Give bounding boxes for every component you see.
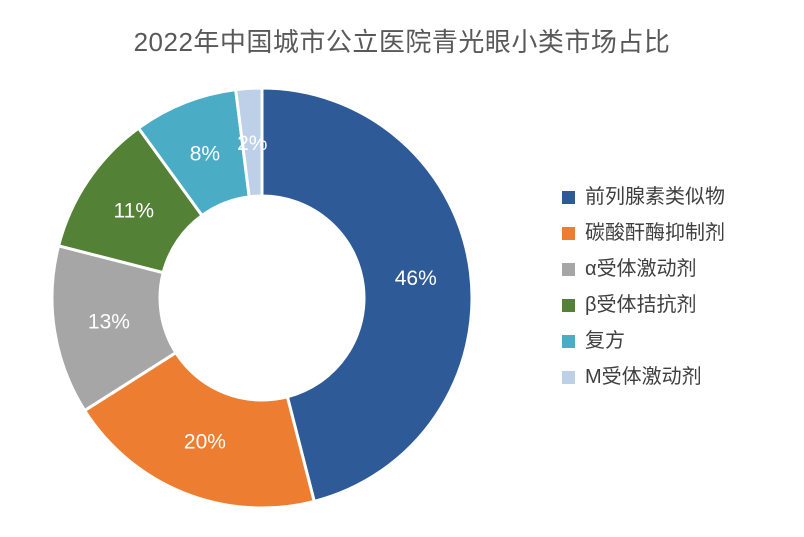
slice-label-1: 20% [184,431,226,454]
legend-label-0: 前列腺素类似物 [585,186,725,208]
slice-label-4: 8% [190,142,220,165]
pie-slice-0 [260,86,474,503]
legend-item-0: 前列腺素类似物 [562,186,725,208]
chart-title: 2022年中国城市公立医院青光眼小类市场占比 [133,27,671,57]
slice-label-2: 13% [88,311,130,334]
legend-label-1: 碳酸酐酶抑制剂 [585,222,725,244]
legend-swatch-1 [562,226,575,240]
legend: 前列腺素类似物 碳酸酐酶抑制剂 α受体激动剂 β受体拮抗剂 复方 M受体激动剂 [562,186,725,388]
legend-label-2: α受体激动剂 [585,258,697,280]
pie-slice-5 [234,86,264,199]
legend-item-1: 碳酸酐酶抑制剂 [562,222,725,244]
legend-label-3: β受体拮抗剂 [585,294,697,316]
pie-slice-2 [50,244,178,413]
legend-label-5: M受体激动剂 [585,366,702,388]
legend-swatch-2 [562,262,575,276]
legend-item-3: β受体拮抗剂 [562,294,725,316]
legend-swatch-5 [562,370,575,384]
legend-swatch-4 [562,334,575,348]
legend-swatch-0 [562,190,575,204]
slice-label-3: 11% [114,199,154,222]
legend-label-4: 复方 [585,330,625,352]
pie-slice-1 [83,351,316,510]
slice-label-5: 2% [237,132,267,155]
slice-label-0: 46% [395,267,437,290]
legend-item-5: M受体激动剂 [562,366,725,388]
legend-item-2: α受体激动剂 [562,258,725,280]
legend-item-4: 复方 [562,330,725,352]
legend-swatch-3 [562,298,575,312]
